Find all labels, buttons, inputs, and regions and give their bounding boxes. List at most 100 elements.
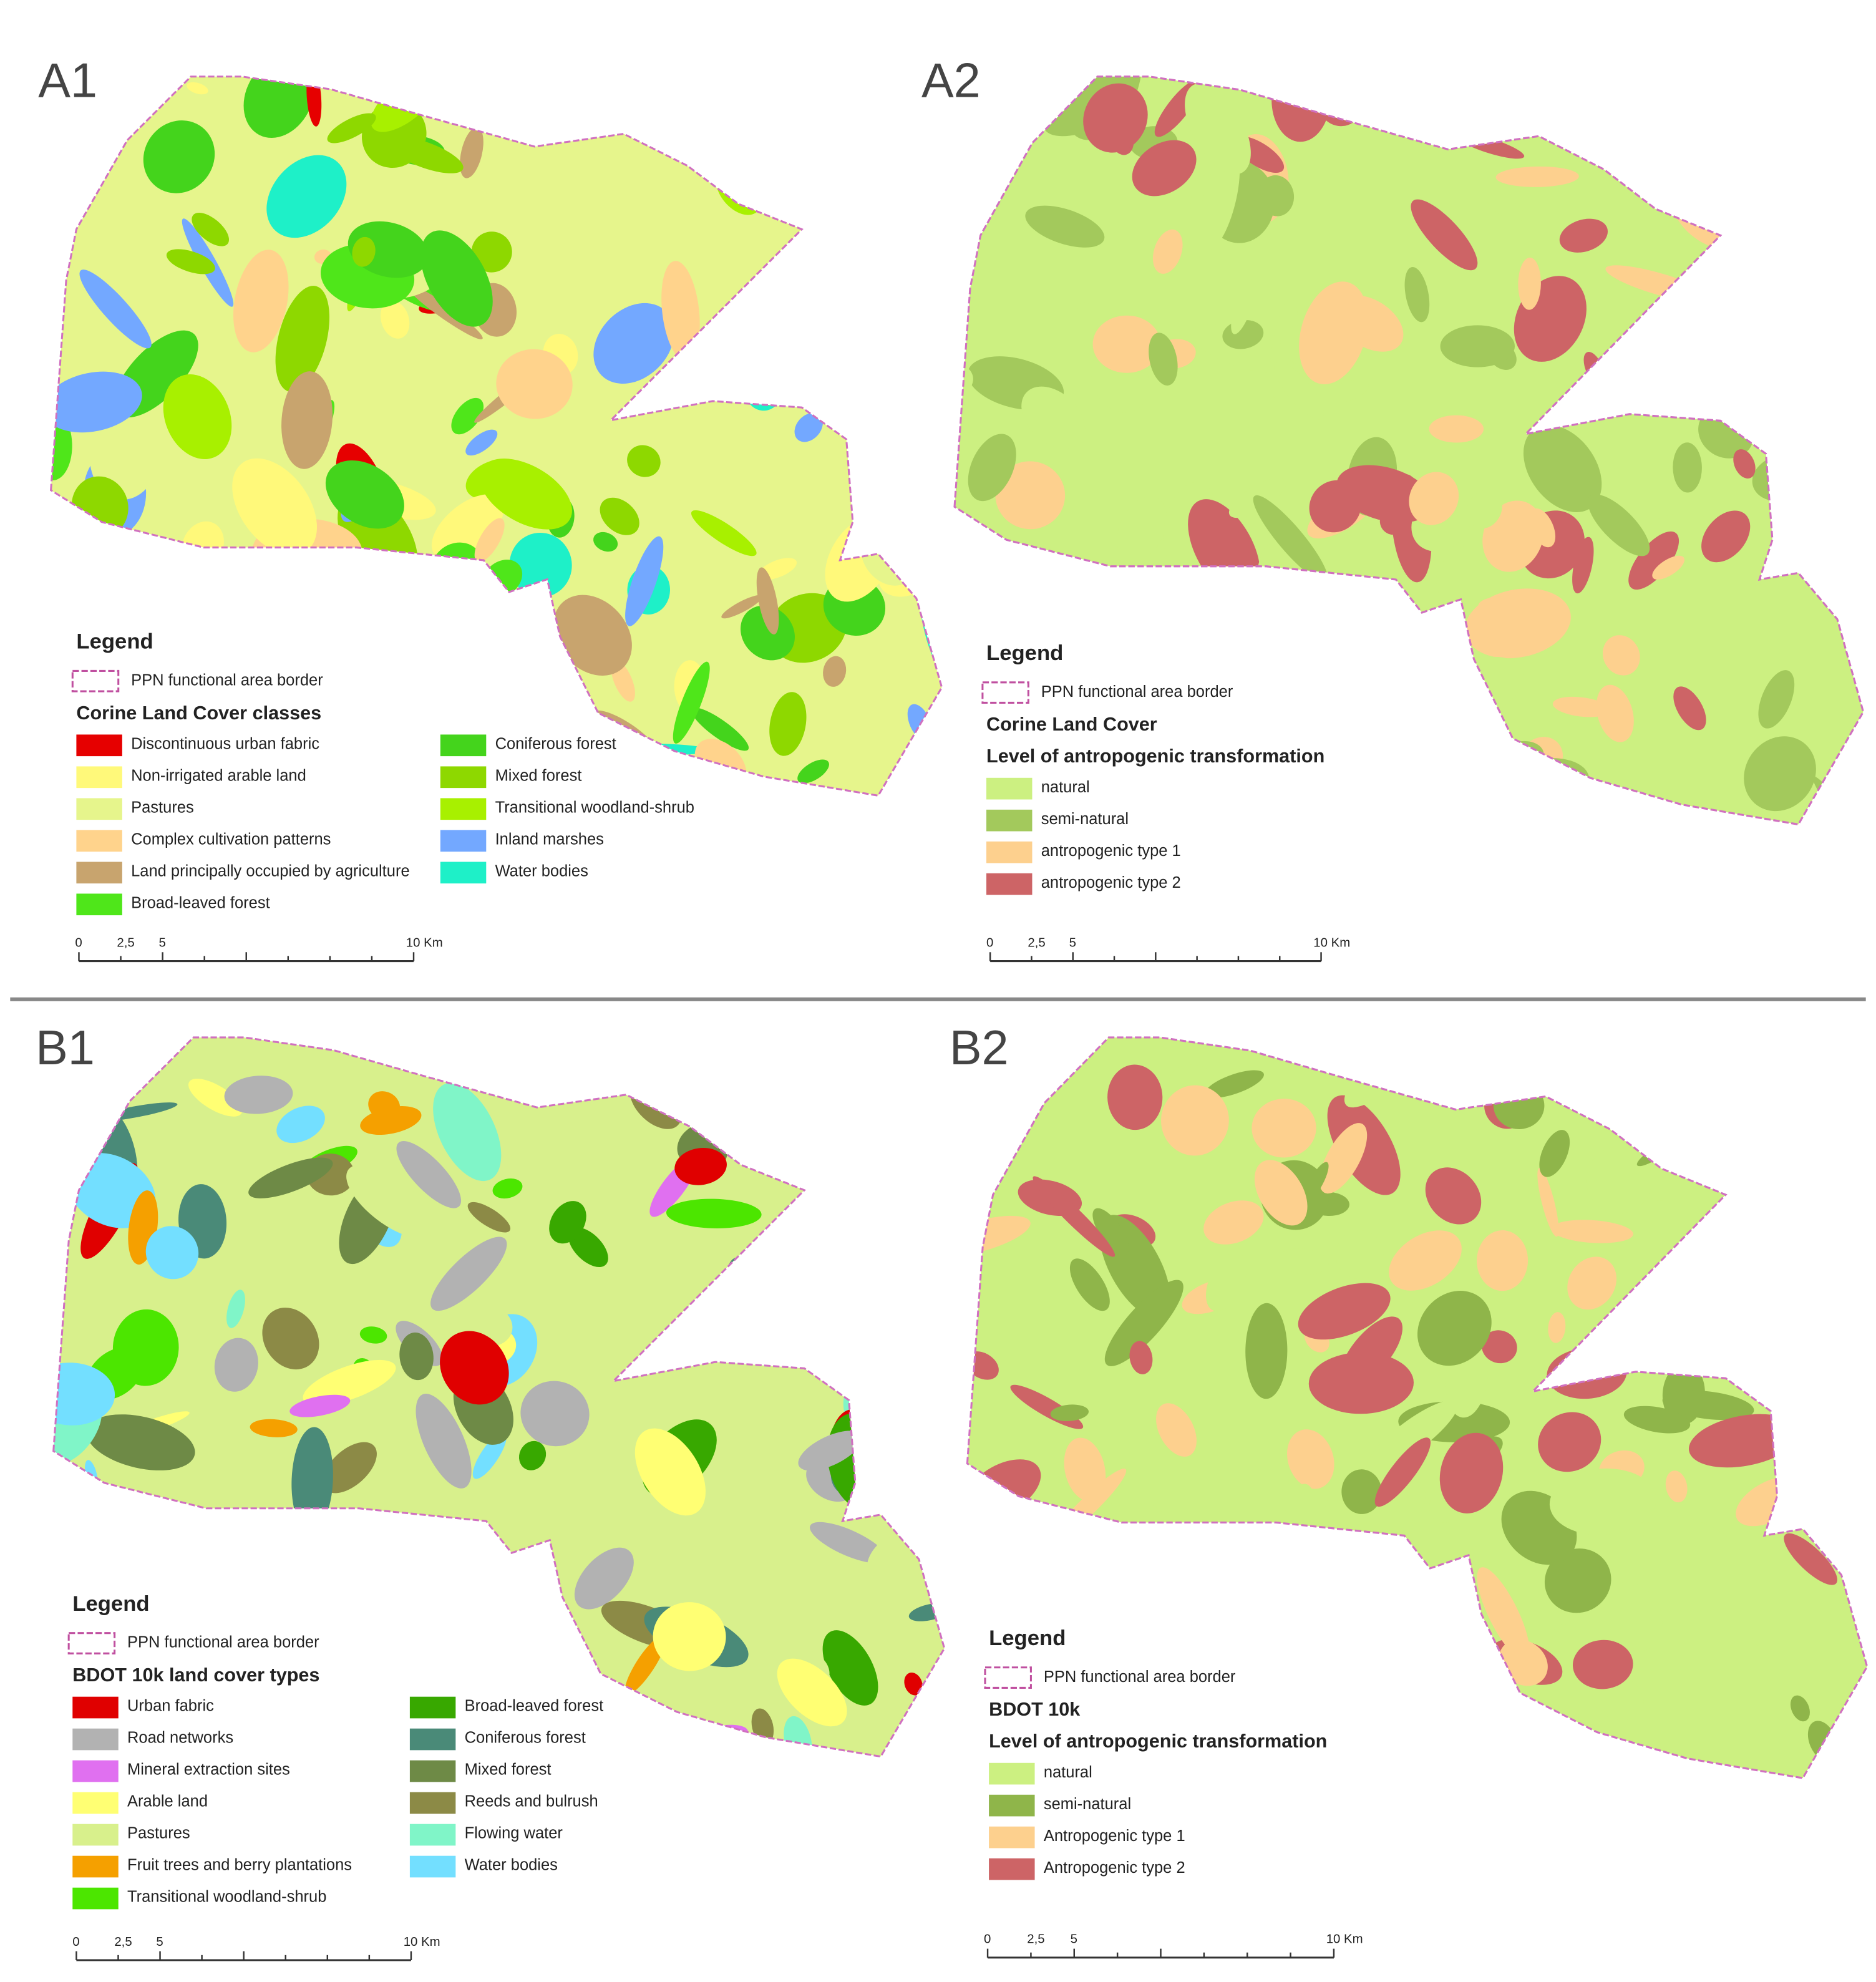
land-patch xyxy=(904,1672,923,1696)
legend-swatch xyxy=(72,1728,119,1751)
land-patch xyxy=(1695,320,1756,381)
land-patch xyxy=(344,1536,379,1573)
land-patch xyxy=(1620,1590,1663,1651)
land-patch xyxy=(262,1308,319,1370)
land-patch xyxy=(1784,1533,1837,1585)
land-patch xyxy=(1643,1516,1746,1583)
land-patch xyxy=(797,759,829,784)
legend-label: Complex cultivation patterns xyxy=(131,830,331,848)
land-patch xyxy=(232,458,318,556)
land-patch xyxy=(1389,1230,1462,1291)
land-patch xyxy=(691,510,757,556)
land-patch xyxy=(79,270,152,349)
land-patch xyxy=(373,621,406,714)
panel-label: B2 xyxy=(950,1021,1009,1075)
land-patch xyxy=(64,1526,127,1592)
land-patch xyxy=(514,1671,532,1757)
land-patch xyxy=(741,605,795,661)
land-patch xyxy=(1343,1039,1407,1064)
land-patch xyxy=(1278,1248,1329,1275)
land-patch xyxy=(781,132,878,185)
land-patch xyxy=(574,1547,634,1610)
land-patch xyxy=(794,412,823,442)
land-patch xyxy=(666,1198,762,1228)
land-patch xyxy=(1552,696,1610,717)
land-patch xyxy=(1812,776,1855,825)
land-patch xyxy=(1320,1123,1368,1194)
land-patch xyxy=(739,1256,777,1321)
land-patch xyxy=(379,683,407,746)
land-patch xyxy=(1309,480,1361,533)
legend-swatch xyxy=(409,1792,456,1814)
land-patch xyxy=(471,231,512,273)
land-patch xyxy=(741,1320,770,1338)
land-patch xyxy=(725,1257,765,1355)
border-swatch xyxy=(71,669,120,692)
land-patch xyxy=(1813,535,1859,559)
land-patch xyxy=(1343,1679,1376,1754)
land-patch xyxy=(451,397,484,435)
land-patch xyxy=(337,561,384,609)
scale-label: 10 Km xyxy=(1326,1933,1363,1946)
legend-swatch xyxy=(76,893,122,916)
land-patch xyxy=(90,551,128,592)
land-patch xyxy=(163,374,232,460)
land-patch xyxy=(143,120,215,193)
legend-swatch xyxy=(76,766,122,789)
land-patch xyxy=(1754,248,1864,286)
land-patch xyxy=(187,82,208,95)
land-patch xyxy=(853,122,934,192)
border-swatch xyxy=(67,1632,116,1654)
land-patch xyxy=(1673,288,1689,401)
land-patch xyxy=(1823,1753,1862,1779)
land-patch xyxy=(1213,1537,1252,1573)
land-patch xyxy=(1231,279,1255,334)
legend-swatch xyxy=(409,1824,456,1846)
land-patch xyxy=(1537,1167,1559,1237)
land-patch xyxy=(467,1202,511,1233)
legend-label: Reeds and bulrush xyxy=(465,1793,598,1810)
land-patch xyxy=(1374,615,1423,674)
land-patch xyxy=(1663,1082,1690,1110)
land-patch xyxy=(245,1538,288,1596)
land-patch xyxy=(1154,681,1250,744)
land-patch xyxy=(192,213,230,246)
legend-swatch xyxy=(440,766,487,789)
land-patch xyxy=(1744,97,1797,153)
scale-label: 2,5 xyxy=(1028,936,1045,950)
border-swatch xyxy=(981,681,1029,704)
legend-swatch xyxy=(72,1855,119,1878)
land-patch xyxy=(1744,736,1816,812)
land-patch xyxy=(1388,1578,1441,1683)
land-patch xyxy=(1544,1548,1611,1613)
land-patch xyxy=(568,1227,608,1268)
legend-swatch xyxy=(440,734,487,757)
land-patch xyxy=(1205,1070,1264,1098)
land-patch xyxy=(347,1550,409,1615)
legend-swatch xyxy=(989,1794,1035,1817)
land-patch xyxy=(1083,83,1148,153)
scale-label: 2,5 xyxy=(1027,1933,1044,1946)
land-patch xyxy=(980,1524,1026,1546)
legend-label: PPN functional area border xyxy=(131,671,323,689)
land-patch xyxy=(1548,1312,1566,1343)
land-patch xyxy=(1847,119,1864,178)
land-patch xyxy=(359,1326,387,1344)
land-patch xyxy=(1657,1062,1694,1147)
land-patch xyxy=(281,371,333,469)
land-patch xyxy=(751,1258,811,1301)
land-patch xyxy=(156,1557,190,1576)
land-patch xyxy=(1298,1283,1391,1340)
land-patch xyxy=(474,518,505,562)
land-patch xyxy=(625,536,664,626)
land-patch xyxy=(1804,280,1826,329)
legend-title: Legend xyxy=(986,641,1063,665)
land-patch xyxy=(460,127,484,178)
land-patch xyxy=(1167,775,1199,820)
legend-label: Coniferous forest xyxy=(465,1729,586,1747)
land-patch xyxy=(1801,1386,1867,1471)
scale-label: 0 xyxy=(75,936,82,950)
land-patch xyxy=(1698,1335,1776,1367)
land-patch xyxy=(1328,379,1369,403)
